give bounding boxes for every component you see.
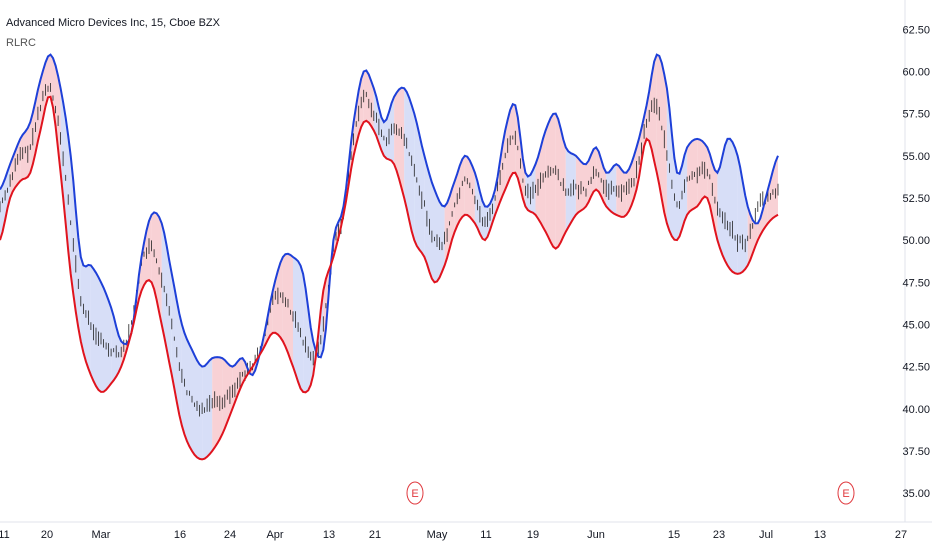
band-fill-segment xyxy=(151,212,162,325)
band-fill-segment xyxy=(101,282,112,392)
band-fill-segment xyxy=(545,113,556,249)
y-tick-label: 55.00 xyxy=(902,151,930,163)
band-fill-segment xyxy=(0,164,11,241)
band-fill-segment xyxy=(70,155,81,342)
band-fill-segment xyxy=(505,104,516,190)
band-fill-segment xyxy=(464,155,475,224)
band-fill-segment xyxy=(434,189,445,283)
x-tick-label: 13 xyxy=(323,529,335,541)
x-tick-label: 20 xyxy=(41,529,53,541)
x-tick-label: 15 xyxy=(668,529,680,541)
y-tick-label: 35.00 xyxy=(902,488,930,500)
symbol-title[interactable]: Advanced Micro Devices Inc, 15, Cboe BZX xyxy=(6,17,220,29)
y-tick-label: 57.50 xyxy=(902,109,930,121)
band-fill-segment xyxy=(646,54,657,173)
x-tick-label: 16 xyxy=(174,529,186,541)
y-tick-label: 60.00 xyxy=(902,67,930,79)
x-tick-label: 19 xyxy=(527,529,539,541)
earnings-marker[interactable]: E xyxy=(406,481,424,505)
x-tick-label: 13 xyxy=(814,529,826,541)
band-fill-segment xyxy=(555,113,566,249)
band-fill-segment xyxy=(404,88,415,241)
y-tick-label: 52.50 xyxy=(902,193,930,205)
x-tick-label: Jun xyxy=(587,529,605,541)
band-fill-segment xyxy=(717,138,728,266)
y-tick-label: 45.00 xyxy=(902,320,930,332)
x-tick-label: 11 xyxy=(480,529,491,541)
earnings-marker-label: E xyxy=(411,488,418,500)
x-tick-label: 11 xyxy=(0,529,10,541)
candles-layer xyxy=(0,83,779,417)
chart-legend: Advanced Micro Devices Inc, 15, Cboe BZX… xyxy=(6,13,220,53)
x-tick-label: 23 xyxy=(713,529,725,541)
band-fill-segment xyxy=(181,324,192,451)
earnings-marker[interactable]: E xyxy=(837,481,855,505)
y-tick-label: 62.50 xyxy=(902,24,930,36)
time-axis[interactable]: 11 20 Mar 16 24 Apr 13 21 May 11 19 Jun 15 23 Jul 13 27 xyxy=(0,529,907,541)
earnings-marker-circle xyxy=(406,481,424,505)
y-tick-label: 50.00 xyxy=(902,235,930,247)
bands-layer xyxy=(0,53,779,461)
price-axis[interactable]: 62.50 60.00 57.50 55.00 52.50 50.00 47.50 45.00… xyxy=(902,24,930,500)
band-fill-layer xyxy=(0,54,778,460)
x-tick-label: Jul xyxy=(759,529,773,541)
band-fill-segment xyxy=(747,206,758,266)
band-fill-segment xyxy=(666,88,677,241)
x-tick-label: May xyxy=(427,529,448,541)
y-tick-label: 47.50 xyxy=(902,277,930,289)
x-tick-label: 27 xyxy=(895,529,907,541)
x-tick-label: Mar xyxy=(92,529,111,541)
earnings-marker-label: E xyxy=(842,488,849,500)
x-tick-label: 21 xyxy=(369,529,381,541)
x-tick-label: 24 xyxy=(224,529,236,541)
y-tick-label: 37.50 xyxy=(902,446,930,458)
band-fill-segment xyxy=(282,253,293,367)
indicator-label[interactable]: RLRC xyxy=(6,37,36,49)
y-tick-label: 40.00 xyxy=(902,404,930,416)
lower-band-line xyxy=(0,95,779,461)
band-fill-segment xyxy=(727,138,738,274)
x-tick-label: Apr xyxy=(266,529,283,541)
y-tick-label: 42.50 xyxy=(902,362,930,374)
earnings-marker-circle xyxy=(837,481,855,505)
band-fill-segment xyxy=(303,273,314,393)
band-fill-segment xyxy=(60,88,71,274)
